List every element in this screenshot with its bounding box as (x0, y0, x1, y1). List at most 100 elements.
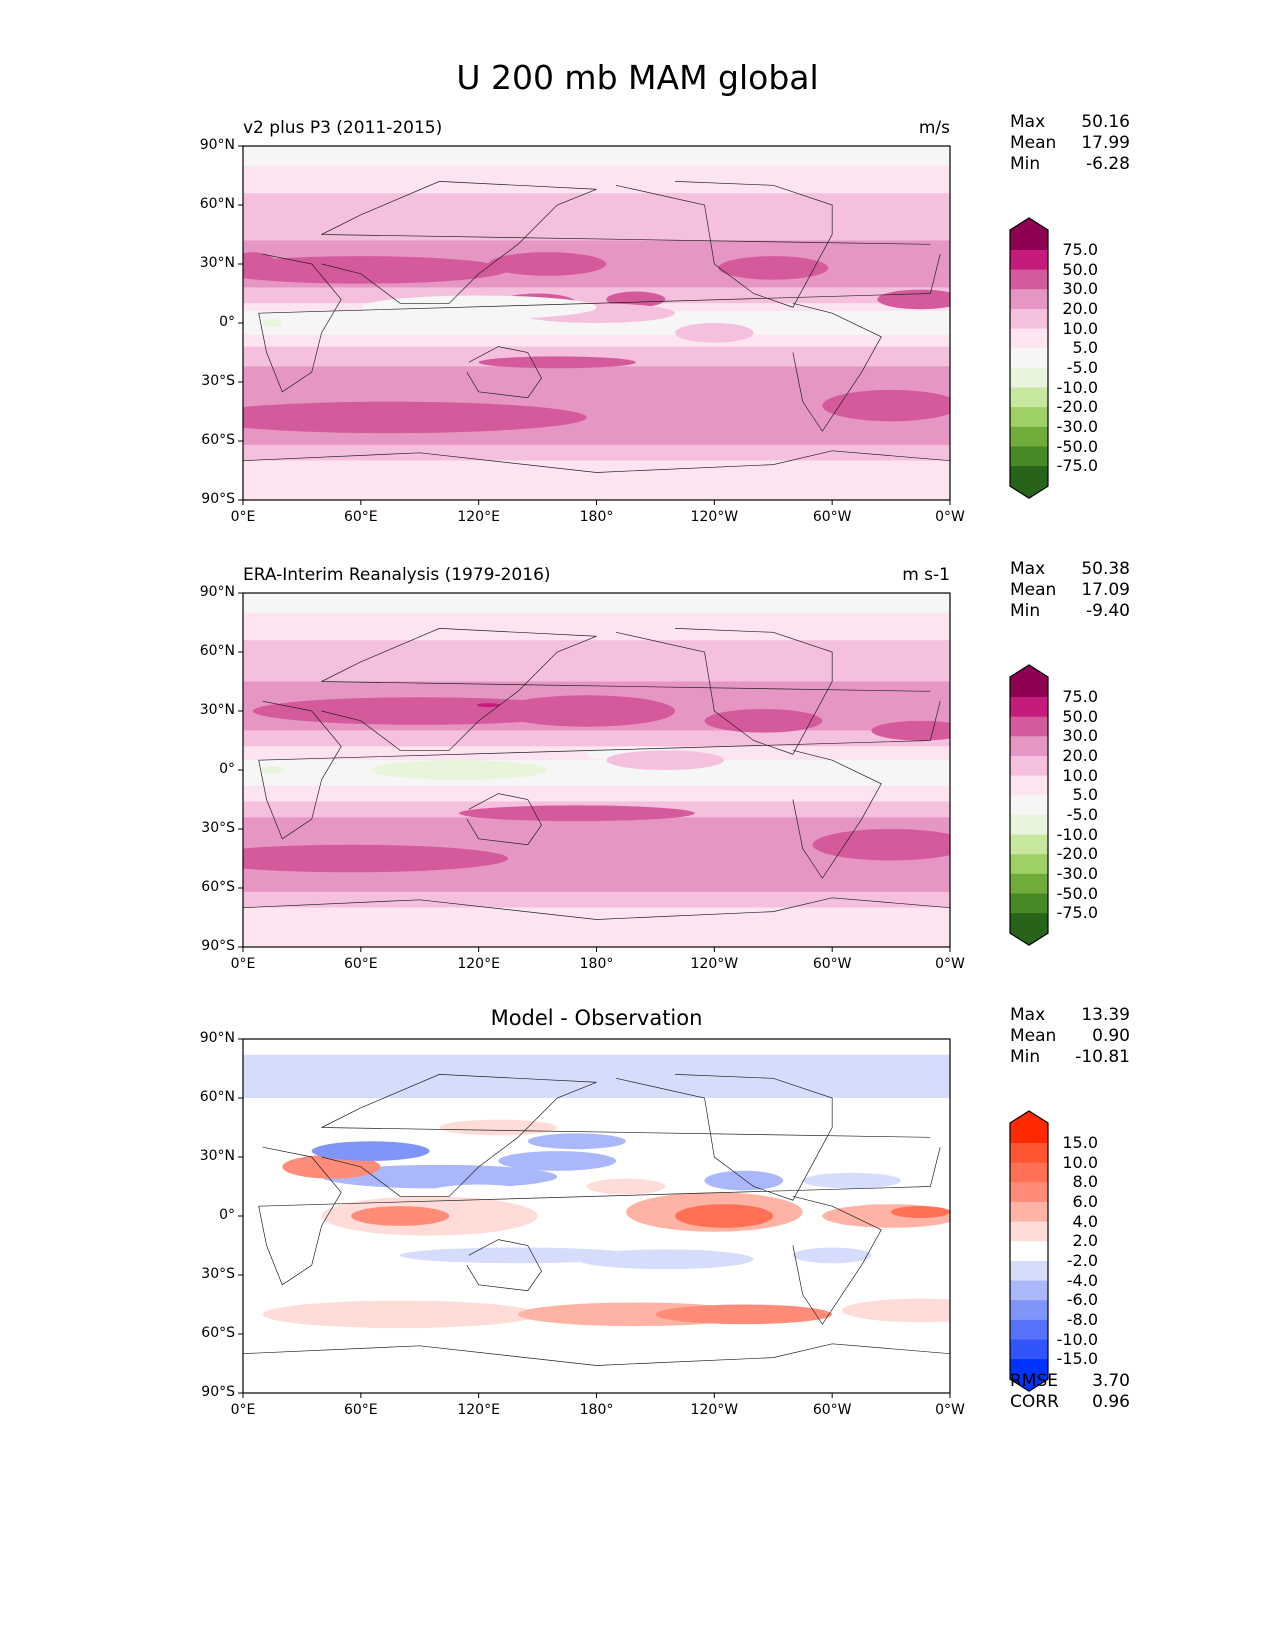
stat-label-mean: Mean (1010, 580, 1057, 600)
lon-tick-label: 0°W (935, 1402, 965, 1418)
colorbar (1009, 664, 1049, 946)
contour-region (243, 844, 509, 873)
map-panel-1 (238, 145, 951, 505)
stat-label-rmse: RMSE (1010, 1371, 1059, 1391)
colorbar-outline (1009, 664, 1049, 946)
lon-tick-label: 0°W (935, 956, 965, 972)
contour-region (498, 1151, 617, 1171)
contour-band (243, 593, 950, 613)
colorbar-tick-label: -30.0 (1056, 416, 1098, 436)
colorbar-segment (1010, 873, 1048, 894)
contour-band (243, 444, 950, 461)
colorbar-tick-label: 30.0 (1062, 279, 1098, 299)
colorbar-segment (1010, 795, 1048, 816)
colorbar-tick-label: -4.0 (1066, 1270, 1098, 1290)
colorbar-tick-label: 4.0 (1072, 1211, 1098, 1231)
colorbar-segment (1010, 1319, 1048, 1340)
coastline (321, 1074, 931, 1197)
contour-band (243, 612, 950, 641)
panel-title: Model - Observation (490, 1006, 703, 1030)
stat-value-min: -9.40 (1086, 601, 1130, 621)
contour-region (812, 829, 950, 861)
stat-value-min: -6.28 (1086, 154, 1130, 174)
contour-band (243, 1039, 950, 1055)
lon-tick-label: 120°E (457, 509, 500, 525)
contour-region (842, 1298, 950, 1323)
contour-band (243, 193, 950, 241)
colorbar-tick-label: 2.0 (1072, 1231, 1098, 1251)
contour-band (243, 640, 950, 682)
lon-tick-label: 60°W (812, 956, 852, 972)
lat-tick-label: 0° (219, 1207, 235, 1223)
stat-value-max: 13.39 (1081, 1005, 1130, 1025)
lat-tick-label: 90°S (201, 491, 235, 507)
colorbar-tick-label: 10.0 (1062, 1152, 1098, 1172)
colorbar-segment (1010, 446, 1048, 467)
contour-region (262, 319, 283, 327)
colorbar-tick-label: 75.0 (1062, 687, 1098, 706)
colorbar-segment (1010, 1182, 1048, 1203)
coastline (243, 1343, 950, 1366)
stat-value-min: -10.81 (1075, 1047, 1130, 1067)
contour-region (527, 1133, 626, 1150)
coastline (616, 628, 833, 755)
coastline (258, 700, 941, 840)
contour-band (243, 730, 950, 747)
contour-region (282, 1155, 381, 1179)
lat-tick-label: 30°S (201, 373, 235, 389)
stat-value-mean: 17.99 (1081, 133, 1130, 153)
contour-region (243, 256, 509, 284)
contour-band (243, 785, 950, 802)
contour-region (360, 295, 597, 320)
lat-tick-label: 60°S (201, 1325, 235, 1341)
contour-region (822, 389, 950, 422)
contour-region (877, 289, 950, 310)
colorbar-tick-label: 75.0 (1062, 240, 1098, 259)
contour-band (243, 891, 950, 908)
lat-tick-label: 90°N (199, 1030, 235, 1046)
colorbar-outline (1009, 217, 1049, 499)
colorbar-outline (1009, 1110, 1049, 1392)
contour-region (704, 1170, 784, 1191)
lat-tick-label: 60°S (201, 879, 235, 895)
contour-region (262, 1300, 538, 1329)
colorbar-segment (1010, 893, 1048, 914)
colorbar-tick-label: -2.0 (1066, 1250, 1098, 1270)
colorbar-extend-min (1010, 913, 1048, 946)
contour-region (891, 1206, 950, 1218)
colorbar-tick-label: 20.0 (1062, 745, 1098, 765)
coastline (466, 346, 542, 399)
contour-field (243, 593, 950, 947)
contour-region (586, 1178, 666, 1195)
coastline (321, 181, 931, 304)
colorbar-tick-label: 15.0 (1062, 1133, 1098, 1152)
colorbar-tick-label: 5.0 (1072, 785, 1098, 805)
stat-label-min: Min (1010, 1047, 1041, 1067)
colorbar-segment (1010, 367, 1048, 389)
contour-band (243, 334, 950, 347)
stat-label-corr: CORR (1010, 1392, 1059, 1412)
colorbar-segment (1010, 250, 1048, 271)
colorbar-segment (1010, 834, 1048, 855)
colorbar-tick-label: -20.0 (1056, 397, 1098, 417)
colorbar-segment (1010, 1241, 1048, 1262)
stat-label-max: Max (1010, 1005, 1046, 1025)
panel-title: ERA-Interim Reanalysis (1979-2016) (243, 565, 551, 585)
contour-field (243, 146, 950, 500)
coastline (466, 1239, 542, 1292)
colorbar (1009, 217, 1049, 499)
colorbar-tick-label: -6.0 (1066, 1290, 1098, 1310)
stat-label-max: Max (1010, 559, 1046, 579)
contour-region (476, 703, 501, 708)
contour-region (871, 720, 950, 741)
colorbar-segment (1010, 387, 1048, 408)
coastline (616, 181, 833, 308)
contour-band (243, 287, 950, 304)
contour-region (576, 1249, 754, 1270)
colorbar-tick-label: 8.0 (1072, 1172, 1098, 1192)
stat-label-mean: Mean (1010, 1026, 1057, 1046)
lat-tick-label: 30°S (201, 1266, 235, 1282)
contour-region (370, 760, 548, 780)
units-label: m s-1 (902, 565, 950, 585)
